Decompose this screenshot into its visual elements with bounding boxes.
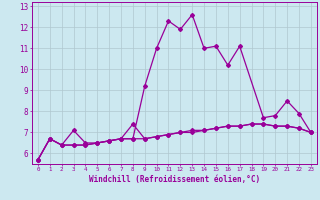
X-axis label: Windchill (Refroidissement éolien,°C): Windchill (Refroidissement éolien,°C) bbox=[89, 175, 260, 184]
